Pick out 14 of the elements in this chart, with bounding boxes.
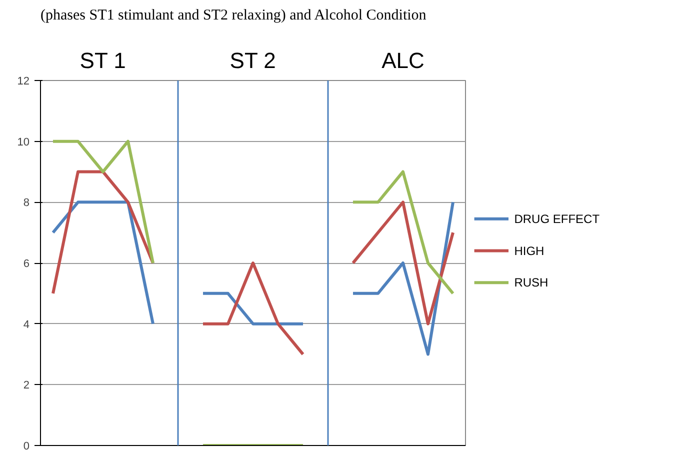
y-tick-label: 10	[17, 136, 30, 148]
legend-label: DRUG EFFECT	[514, 212, 600, 226]
y-tick-label: 0	[23, 440, 30, 452]
chart-title: (phases ST1 stimulant and ST2 relaxing) and Alcohol Condition	[40, 8, 427, 24]
y-tick-label: 2	[23, 380, 30, 392]
y-tick-label: 8	[23, 197, 30, 210]
y-tick-label: 4	[23, 318, 30, 331]
y-tick-label: 12	[17, 76, 30, 88]
text: ALC	[382, 48, 425, 74]
y-tick-label: 6	[23, 258, 30, 270]
text: ST 1	[80, 48, 126, 74]
legend-label: RUSH	[514, 276, 548, 290]
legend-label: HIGH	[514, 244, 544, 258]
text: ST 2	[230, 48, 276, 74]
